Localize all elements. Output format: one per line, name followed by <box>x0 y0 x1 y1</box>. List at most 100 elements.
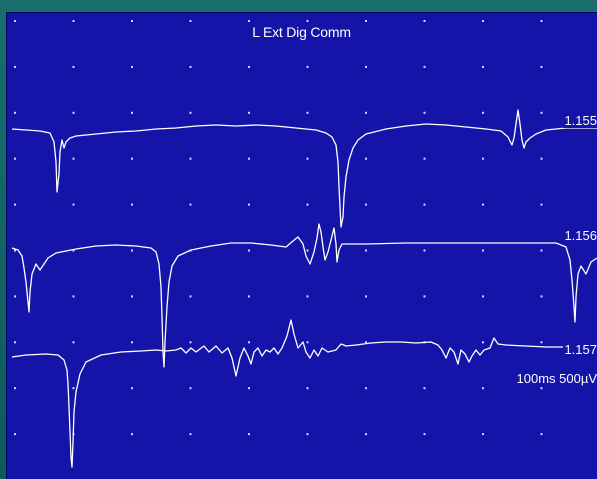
grid-dot <box>248 157 250 160</box>
grid-dot <box>540 65 543 68</box>
grid-dot <box>540 341 543 344</box>
grid-dot <box>540 295 543 298</box>
grid-dot <box>423 295 426 298</box>
grid-dot <box>72 111 75 114</box>
grid-dot <box>423 20 426 22</box>
grid-dot <box>189 295 192 298</box>
emg-waveform-panel[interactable]: L Ext Dig Comm 1.155 1.156 1.157 100ms 5… <box>6 12 597 479</box>
grid-dot <box>131 387 133 390</box>
grid-dot <box>248 203 250 206</box>
grid-dot <box>365 295 367 298</box>
scale-label: 100ms 500µV <box>516 371 597 386</box>
grid-dot <box>482 65 484 68</box>
grid-dot <box>131 295 133 298</box>
grid-dot <box>306 65 309 68</box>
grid-dot <box>248 433 250 436</box>
grid-dot <box>306 249 309 252</box>
grid-dot <box>248 20 250 22</box>
grid-dot <box>482 387 484 390</box>
grid-dot <box>189 341 192 344</box>
grid-dot <box>482 433 484 436</box>
sweep-trace-3 <box>11 319 597 468</box>
grid-dot <box>72 249 75 252</box>
grid-dot <box>14 20 16 22</box>
grid-dot <box>306 20 309 22</box>
grid-dot <box>72 341 75 344</box>
sweep-label-2: 1.156 <box>563 228 597 243</box>
grid-dot <box>306 295 309 298</box>
grid-dot <box>72 65 75 68</box>
grid-dot <box>14 111 16 114</box>
grid-dot <box>14 203 16 206</box>
grid-dot <box>482 20 484 22</box>
grid-dot <box>248 387 250 390</box>
grid-dot <box>189 387 192 390</box>
grid-dot <box>423 249 426 252</box>
grid-dot <box>482 341 484 344</box>
grid-dot <box>72 203 75 206</box>
grid-dot <box>365 65 367 68</box>
grid-dot <box>365 203 367 206</box>
grid-dot <box>365 111 367 114</box>
grid-dot <box>72 157 75 160</box>
grid-dot <box>482 157 484 160</box>
sweep-trace-2 <box>11 223 597 368</box>
grid-dot <box>482 203 484 206</box>
grid-dot <box>14 295 16 298</box>
grid-dot <box>14 341 16 344</box>
grid-dot <box>540 157 543 160</box>
grid-dots <box>14 20 543 436</box>
sweep-trace-1 <box>11 109 597 228</box>
grid-dot <box>306 111 309 114</box>
emg-grid-and-traces <box>11 20 597 468</box>
grid-dot <box>14 433 16 436</box>
grid-dot <box>365 249 367 252</box>
grid-dot <box>540 387 543 390</box>
grid-dot <box>540 249 543 252</box>
grid-dot <box>72 387 75 390</box>
grid-dot <box>306 157 309 160</box>
grid-dot <box>306 341 309 344</box>
grid-dot <box>189 157 192 160</box>
grid-dot <box>365 387 367 390</box>
grid-dot <box>14 249 16 252</box>
grid-dot <box>131 20 133 22</box>
grid-dot <box>14 157 16 160</box>
grid-dot <box>365 341 367 344</box>
grid-dot <box>482 249 484 252</box>
grid-dot <box>540 20 543 22</box>
grid-dot <box>306 433 309 436</box>
grid-dot <box>423 203 426 206</box>
grid-dot <box>189 111 192 114</box>
grid-dot <box>306 387 309 390</box>
grid-dot <box>248 111 250 114</box>
grid-dot <box>14 387 16 390</box>
grid-dot <box>72 295 75 298</box>
grid-dot <box>365 20 367 22</box>
grid-dot <box>423 387 426 390</box>
grid-dot <box>365 157 367 160</box>
grid-dot <box>248 65 250 68</box>
grid-dot <box>540 111 543 114</box>
grid-dot <box>423 65 426 68</box>
grid-dot <box>482 111 484 114</box>
grid-dot <box>540 433 543 436</box>
grid-dot <box>482 295 484 298</box>
grid-dot <box>248 295 250 298</box>
grid-dot <box>131 65 133 68</box>
grid-dot <box>131 111 133 114</box>
grid-dot <box>189 203 192 206</box>
grid-dot <box>423 433 426 436</box>
grid-dot <box>423 157 426 160</box>
grid-dot <box>189 20 192 22</box>
grid-dot <box>189 65 192 68</box>
grid-dot <box>189 433 192 436</box>
grid-dot <box>14 65 16 68</box>
grid-dot <box>131 341 133 344</box>
grid-dot <box>131 157 133 160</box>
sweep-label-1: 1.155 <box>563 113 597 128</box>
grid-dot <box>131 433 133 436</box>
grid-dot <box>248 341 250 344</box>
grid-dot <box>423 111 426 114</box>
